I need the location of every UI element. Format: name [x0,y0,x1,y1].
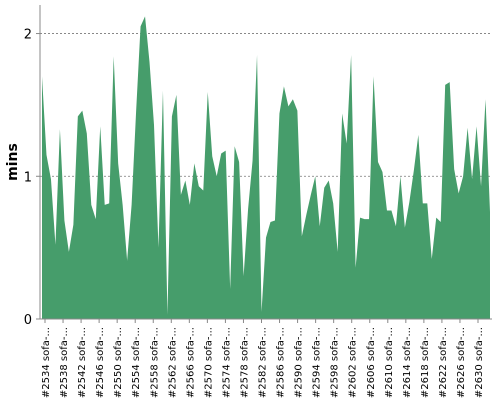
x-tick-label: #2534 sofa-... [41,327,52,398]
axes [39,5,492,320]
y-tick-label: 1 [24,170,32,185]
x-tick-label: #2554 sofa-... [131,327,142,398]
x-tick-label: #2550 sofa-... [113,327,124,398]
x-tick-label: #2578 sofa-... [239,327,250,398]
x-tick-label: #2538 sofa-... [59,327,70,398]
y-axis-title: mins [5,143,21,181]
x-tick-label: #2622 sofa-... [438,327,449,398]
x-tick-label: #2586 sofa-... [276,327,287,398]
x-tick-label: #2598 sofa-... [330,327,341,398]
gridlines [40,33,492,177]
y-tick-label: 0 [24,313,32,328]
x-tick-label: #2542 sofa-... [77,327,88,398]
x-tick-label: #2618 sofa-... [420,327,431,398]
x-tick-label: #2602 sofa-... [348,327,359,398]
x-tick-label: #2546 sofa-... [95,327,106,398]
y-tick-label: 2 [24,28,32,43]
x-tick-label: #2558 sofa-... [149,327,160,398]
x-tick-labels: #2534 sofa-... #2538 sofa-... #2542 sofa-.… [41,319,485,398]
x-tick-label: #2610 sofa-... [384,327,395,398]
x-tick-label: #2562 sofa-... [167,327,178,398]
x-tick-label: #2606 sofa-... [366,327,377,398]
x-tick-label: #2574 sofa-... [221,327,232,398]
x-tick-label: #2614 sofa-... [402,327,413,398]
y-tick-labels: 0 1 2 [24,28,40,328]
x-tick-label: #2626 sofa-... [456,327,467,398]
x-tick-label: #2630 sofa-... [474,327,485,398]
x-tick-label: #2570 sofa-... [203,327,214,398]
x-tick-label: #2566 sofa-... [185,327,196,398]
x-tick-label: #2582 sofa-... [258,327,269,398]
x-tick-label: #2594 sofa-... [312,327,323,398]
area-series [42,16,490,319]
x-tick-label: #2590 sofa-... [294,327,305,398]
